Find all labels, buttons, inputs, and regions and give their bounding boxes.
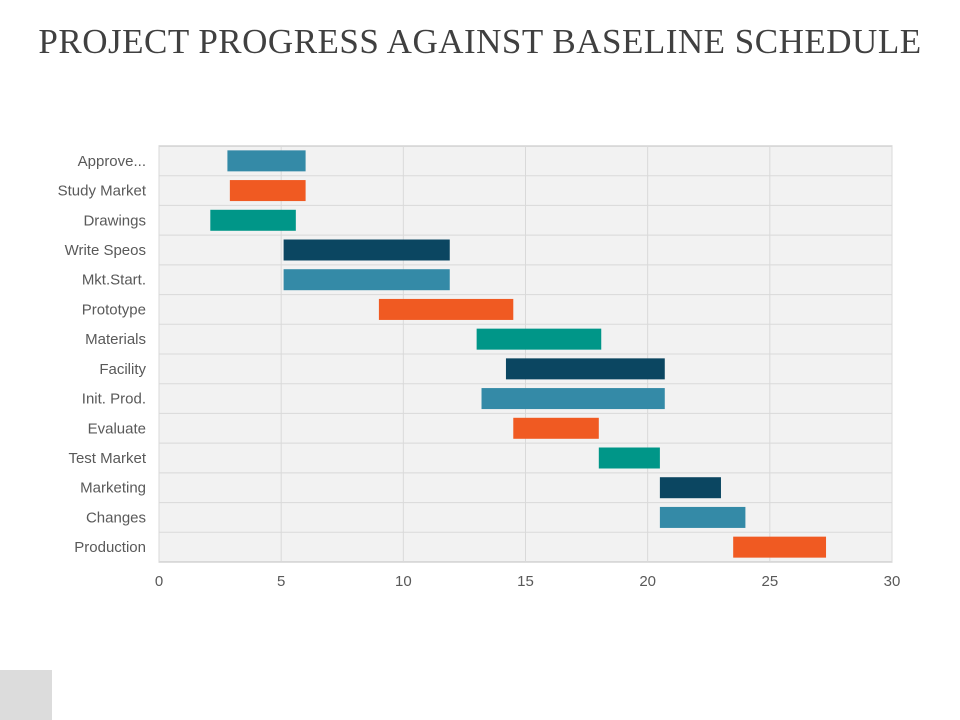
category-label: Write Speos — [65, 242, 146, 259]
category-label: Drawings — [83, 212, 146, 229]
x-tick-label: 20 — [639, 573, 656, 590]
x-tick-label: 0 — [155, 573, 163, 590]
corner-decoration — [0, 670, 52, 720]
category-label: Changes — [86, 509, 146, 526]
task-bar — [733, 536, 827, 558]
task-bar — [210, 209, 296, 231]
category-label: Mkt.Start. — [82, 272, 146, 289]
x-tick-label: 5 — [277, 573, 285, 590]
x-tick-labels: 0 5 10 15 20 25 30 — [155, 573, 901, 590]
task-bar — [283, 269, 450, 291]
task-bar — [229, 180, 306, 202]
category-label: Test Market — [68, 450, 146, 467]
task-bar — [378, 298, 514, 320]
task-bar — [505, 358, 665, 380]
x-tick-label: 10 — [395, 573, 412, 590]
grid-lines — [158, 146, 893, 562]
task-bar — [476, 328, 602, 350]
category-label: Evaluate — [88, 420, 146, 437]
bars — [210, 150, 827, 558]
category-label: Production — [74, 539, 146, 556]
task-bar — [513, 417, 599, 439]
task-bar — [598, 447, 660, 469]
category-label: Study Market — [58, 183, 147, 200]
category-label: Materials — [85, 331, 146, 348]
task-bar — [481, 388, 665, 410]
page-title: PROJECT PROGRESS AGAINST BASELINE SCHEDU… — [38, 22, 922, 61]
task-bar — [659, 477, 721, 499]
category-label: Prototype — [82, 301, 146, 318]
x-tick-label: 30 — [884, 573, 901, 590]
x-tick-label: 25 — [761, 573, 778, 590]
category-label: Marketing — [80, 480, 146, 497]
category-label: Facility — [99, 361, 146, 378]
task-bar — [227, 150, 306, 172]
x-tick-label: 15 — [517, 573, 534, 590]
category-label: Init. Prod. — [82, 391, 146, 408]
category-labels: Approve... Study Market Drawings Write Speo… — [58, 153, 147, 556]
category-label: Approve... — [78, 153, 146, 170]
task-bar — [659, 506, 746, 528]
task-bar — [283, 239, 450, 261]
